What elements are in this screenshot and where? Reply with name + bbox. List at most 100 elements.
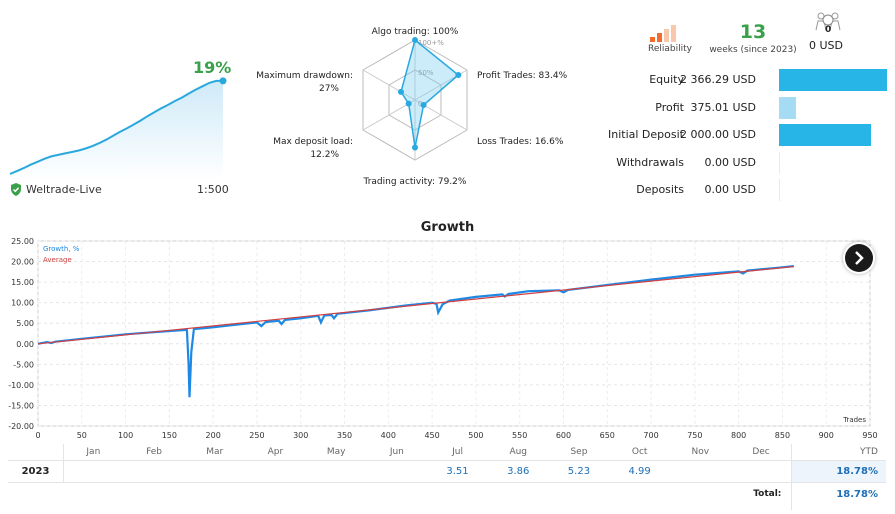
subscribers-block: 0 0 USD (808, 10, 848, 52)
series-line-growth (37, 265, 794, 398)
weeks-block: 13 weeks (since 2023) (708, 22, 798, 55)
x-tick-label: 200 (206, 431, 221, 440)
plot-area (37, 240, 871, 427)
x-tick-label: 800 (731, 431, 746, 440)
x-tick-label: 100 (118, 431, 133, 440)
table-rule (63, 444, 64, 482)
year-label: 2023 (21, 466, 50, 477)
growth-chart: 25.00 20.00 15.00 10.00 5.00 0.00 -5.00 -10.00 -… (8, 237, 877, 440)
reliability-bar (671, 25, 676, 42)
y-tick-label: -10.00 (8, 381, 34, 390)
radar-chart: 0 50% 100+% Algo trading: 100% Profit Trades… (256, 27, 568, 187)
radar-point (412, 37, 418, 43)
ytd-highlight (792, 461, 886, 482)
stat-bar (779, 151, 780, 174)
sparkline-end-point (219, 77, 227, 85)
next-button[interactable] (845, 244, 873, 272)
y-tick-label: 20.00 (11, 258, 34, 267)
legend-entry: Average (43, 256, 72, 264)
ytd-value[interactable]: 18.78% (836, 466, 878, 477)
month-value[interactable]: 5.23 (567, 466, 591, 477)
weeks-label: weeks (since 2023) (709, 45, 797, 55)
month-value[interactable]: 3.86 (507, 466, 530, 477)
y-tick-label: 15.00 (11, 278, 34, 287)
x-tick-label: 650 (600, 431, 615, 440)
radar-axis-label: Max deposit load: (273, 137, 353, 147)
month-value[interactable]: 4.99 (628, 466, 651, 477)
radar-point (405, 100, 412, 107)
x-tick-label: 300 (293, 431, 308, 440)
stat-label: Deposits (636, 183, 684, 196)
x-axis-label: Trades (842, 416, 866, 424)
x-tick-label: 0 (35, 431, 40, 440)
radar-ring-label: 100+% (418, 39, 444, 47)
month-header: Sep (570, 447, 588, 457)
month-header: Jan (86, 447, 101, 457)
radar-point (420, 101, 427, 108)
stat-label: Withdrawals (616, 155, 684, 169)
month-header: Aug (509, 447, 528, 457)
legend-entry: Growth, % (43, 245, 80, 253)
month-header: May (326, 447, 346, 457)
table-rule (791, 444, 793, 510)
radar-axis-label: Profit Trades: 83.4% (477, 71, 568, 81)
x-tick-label: 400 (381, 431, 396, 440)
month-header: YTD (860, 447, 878, 457)
radar-axis (362, 69, 416, 101)
stat-label: Equity (649, 73, 684, 86)
radar-axis-label: Trading activity: 79.2% (363, 177, 467, 187)
y-tick-label: 10.00 (11, 299, 34, 308)
stat-value: 2 000.00 USD (680, 128, 756, 141)
reliability-bar (657, 33, 662, 42)
monthly-table: Jan Feb Mar Apr May Jun Jul Aug Sep Oct Nov Dec YTD 2… (8, 444, 886, 510)
month-header: Oct (631, 447, 648, 457)
growth-chart-title: Growth (420, 220, 475, 235)
y-tick-label: 0.00 (16, 340, 34, 349)
radar-ring-label: 0 (418, 100, 422, 108)
month-header: Nov (691, 447, 710, 457)
stat-bar (779, 179, 780, 201)
x-tick-label: 850 (775, 431, 790, 440)
x-tick-label: 700 (643, 431, 658, 440)
stat-bar (779, 69, 887, 91)
month-value[interactable]: 3.51 (446, 466, 469, 477)
radar-polygon (400, 38, 460, 148)
sparkline-line (9, 79, 223, 175)
table-rule (8, 460, 886, 461)
radar-ring-label: 50% (418, 69, 434, 77)
stat-value: 2 366.29 USD (680, 73, 756, 86)
radar-point (455, 71, 462, 78)
stat-value: 0.00 USD (704, 183, 757, 196)
account-name[interactable]: Weltrade-Live (26, 183, 102, 196)
month-header: Feb (146, 447, 162, 457)
reliability-block: Reliability (640, 22, 700, 62)
x-tick-label: 950 (862, 431, 877, 440)
radar-axis-value: 12.2% (310, 150, 339, 160)
month-header: Dec (752, 447, 770, 457)
radar-axis-value: 27% (319, 84, 339, 94)
x-tick-label: 600 (556, 431, 571, 440)
x-tick-label: 350 (337, 431, 352, 440)
total-value: 18.78% (836, 489, 878, 500)
account-badge: Weltrade-Live (10, 183, 102, 196)
radar-point (397, 88, 404, 95)
y-tick-label: -20.00 (8, 422, 34, 431)
total-label: Total: (753, 489, 782, 499)
x-tick-label: 150 (162, 431, 177, 440)
x-tick-label: 900 (819, 431, 834, 440)
stat-label: Initial Deposit (608, 128, 684, 141)
month-header: Jun (389, 447, 404, 457)
shield-check-icon (11, 183, 21, 196)
weeks-value: 13 (739, 21, 767, 43)
y-tick-label: 25.00 (11, 237, 34, 246)
subscribers-count: 0 (825, 25, 832, 35)
stat-value: 375.01 USD (690, 100, 757, 114)
account-stats: Equity 2 366.29 USD Profit 375.01 USD Initia… (560, 66, 890, 206)
x-tick-label: 450 (424, 431, 439, 440)
x-tick-label: 550 (512, 431, 527, 440)
reliability-label: Reliability (648, 44, 692, 54)
y-tick-label: 5.00 (16, 319, 34, 328)
chevron-right-icon (855, 251, 864, 265)
subscribers-icon (815, 12, 841, 31)
y-tick-label: -5.00 (13, 360, 34, 369)
